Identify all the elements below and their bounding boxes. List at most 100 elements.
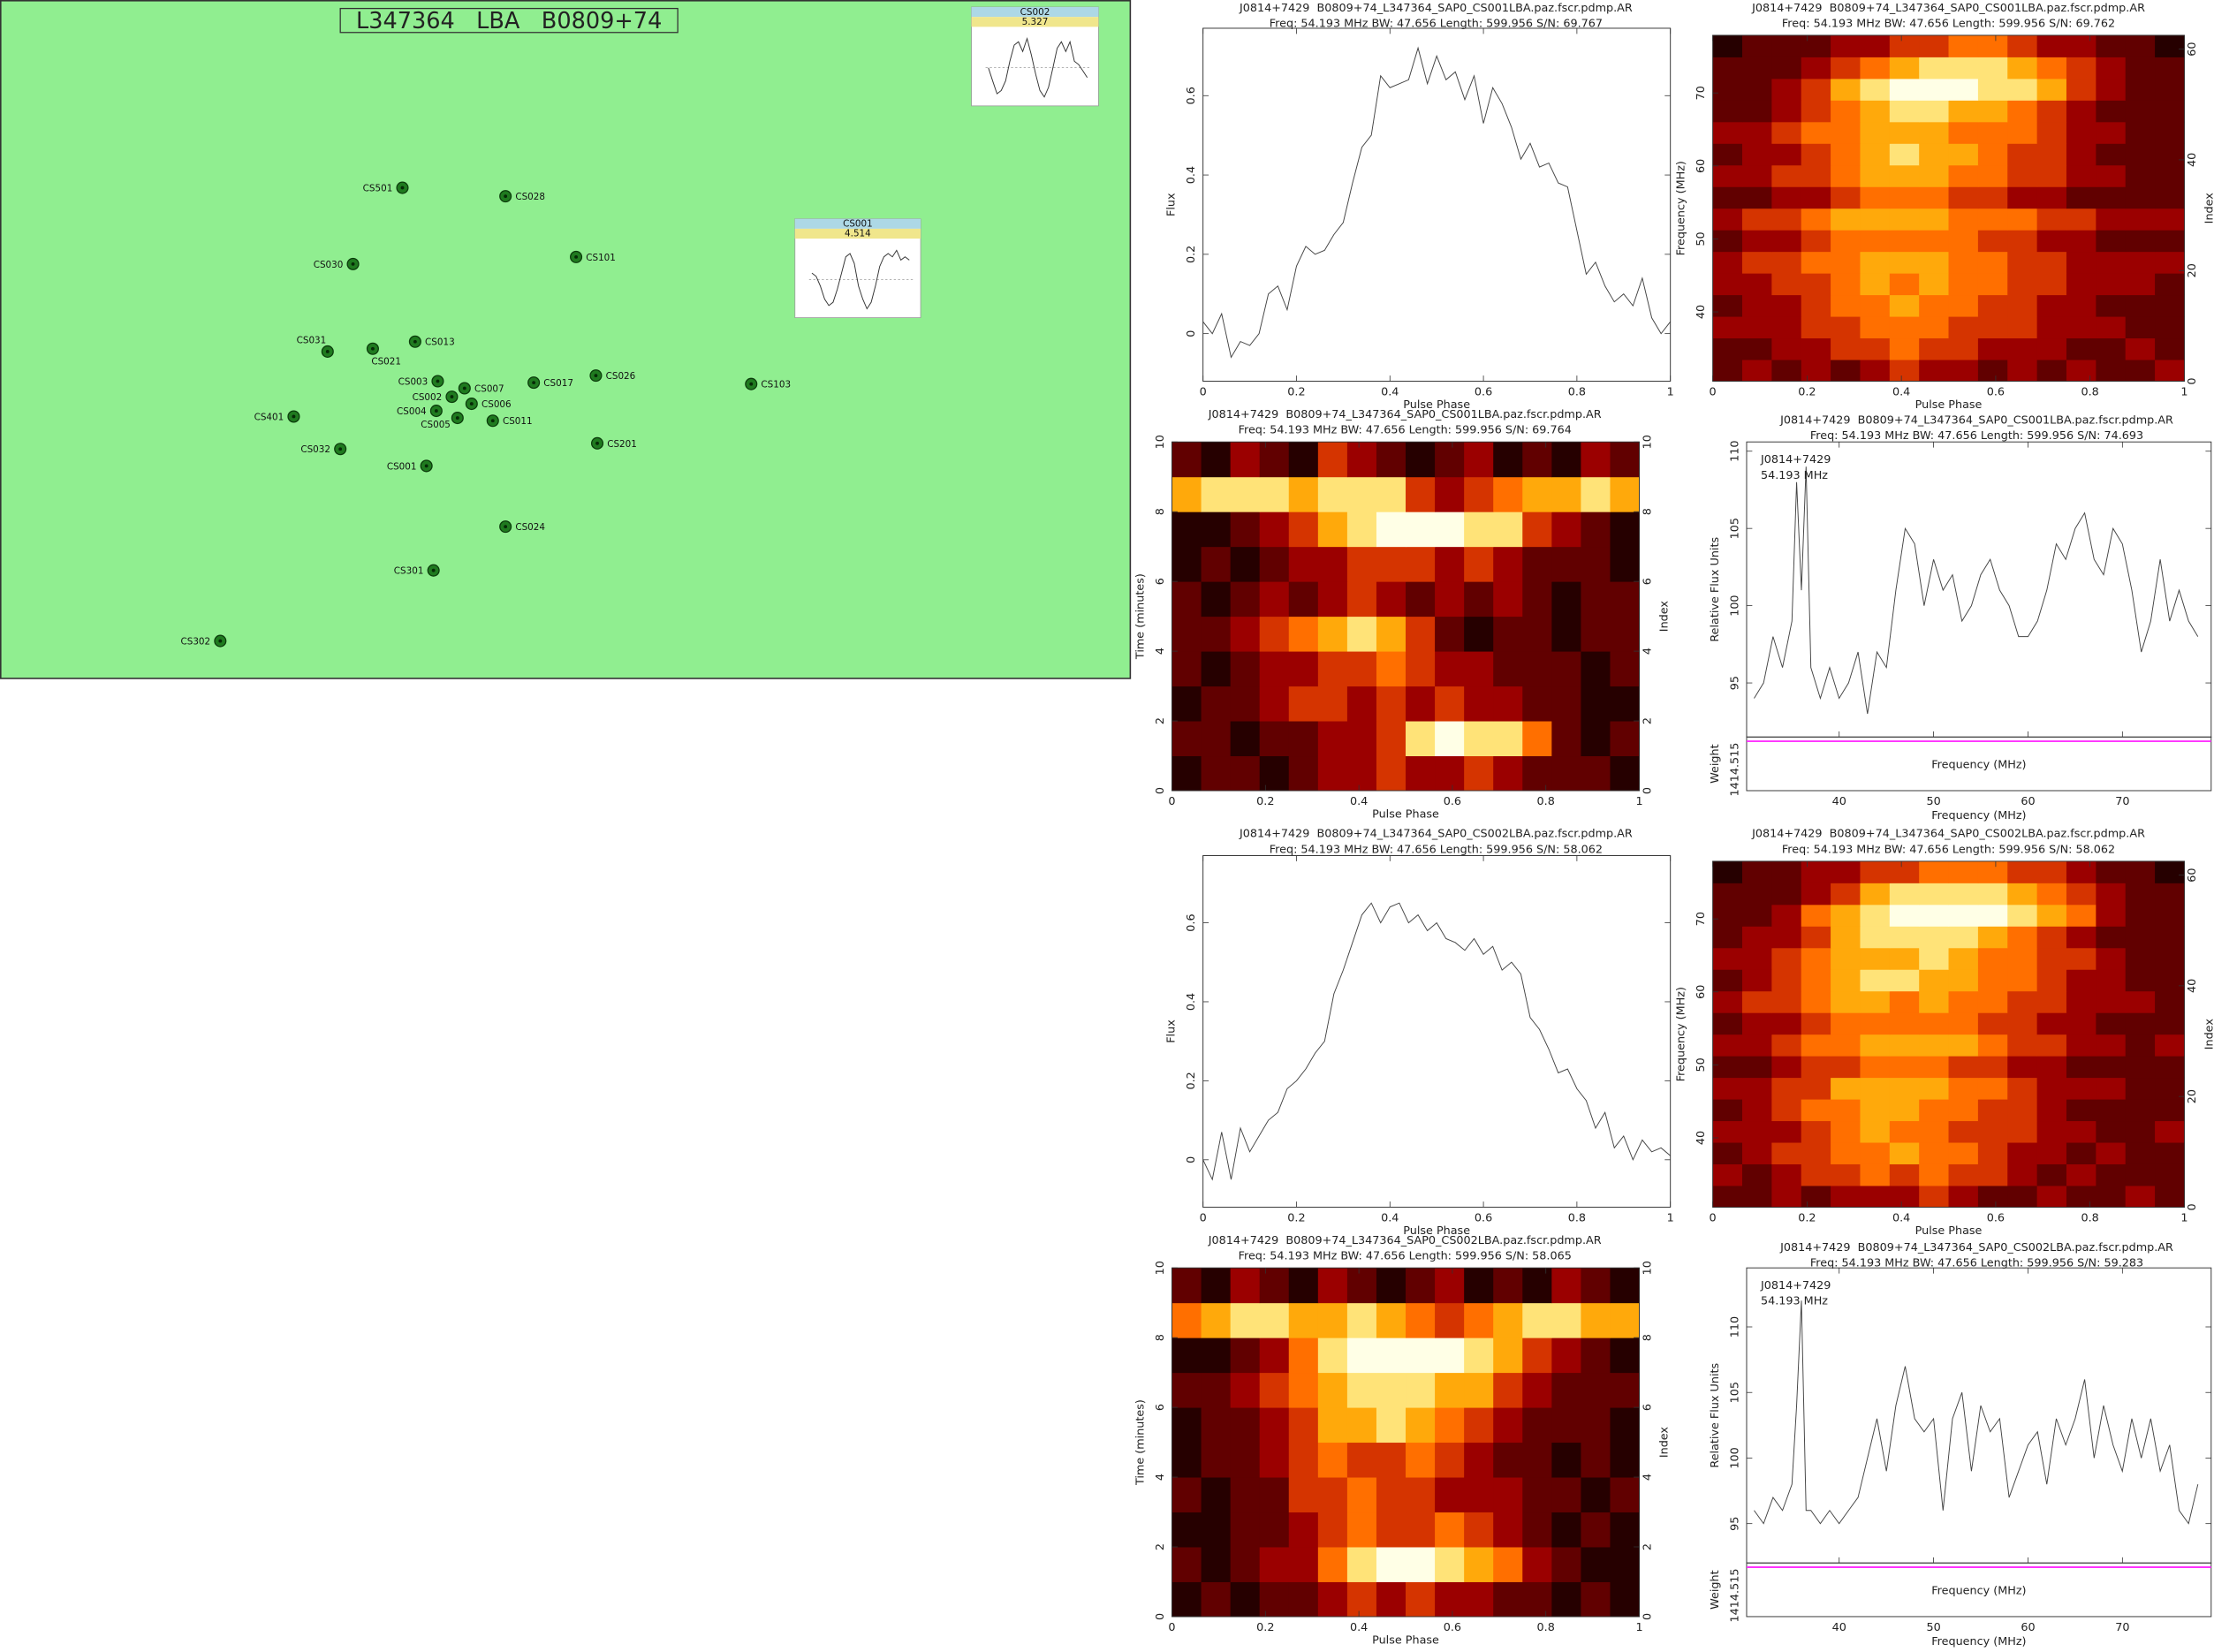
y-tick-label: 2: [1154, 1543, 1167, 1550]
heatmap-cell: [2125, 208, 2156, 231]
inset-value: 4.514: [845, 229, 871, 239]
heatmap-cell: [2155, 990, 2185, 1013]
heatmap-cell: [1860, 1120, 1891, 1143]
heatmap-cell: [1948, 230, 1979, 253]
heatmap-cell: [1259, 755, 1290, 792]
heatmap-cell: [2125, 230, 2156, 253]
heatmap-cell: [1346, 755, 1377, 792]
y-tick-label: 0.4: [1185, 993, 1198, 1011]
heatmap-cell: [1771, 969, 1802, 992]
heatmap-cell: [1610, 1372, 1641, 1408]
y-tick-label: 0.6: [1185, 87, 1198, 104]
heatmap-cell: [1860, 883, 1891, 906]
y2-tick-label: 0: [1641, 787, 1654, 794]
heatmap-cell: [1581, 1407, 1611, 1444]
station-label: CS103: [761, 380, 791, 390]
heatmap-cell: [2125, 1163, 2156, 1186]
heatmap-cell: [1464, 581, 1494, 618]
heatmap-cell: [1201, 616, 1232, 652]
x-tick-label: 0.6: [1475, 385, 1492, 398]
heatmap-cell: [1977, 360, 2008, 382]
heatmap-cell: [1948, 1012, 1979, 1035]
heatmap-cell: [1581, 616, 1611, 652]
heatmap-cell: [1771, 1142, 1802, 1164]
heatmap-cell: [1376, 651, 1406, 687]
heatmap-cell: [1919, 164, 1950, 187]
y2-tick-label: 2: [1641, 1543, 1654, 1550]
y2-tick-label: 6: [1641, 1404, 1654, 1411]
plot-title: J0814+7429 B0809+74_L347364_SAP0_CS002LB…: [1751, 828, 2145, 841]
heatmap-cell: [1948, 121, 1979, 144]
heatmap-cell: [2125, 860, 2156, 883]
heatmap-cell: [1581, 1581, 1611, 1618]
plot-subtitle: Freq: 54.193 MHz BW: 47.656 Length: 599.…: [1270, 843, 1603, 856]
heatmap-cell: [1860, 1034, 1891, 1057]
heatmap-cell: [1889, 78, 1920, 101]
heatmap-cell: [2096, 164, 2127, 187]
heatmap-cell: [1831, 969, 1861, 992]
heatmap-cell: [1493, 512, 1523, 548]
heatmap-cell: [1831, 990, 1861, 1013]
heatmap-cell: [1522, 686, 1552, 722]
heatmap-cell: [1610, 1268, 1641, 1304]
heatmap-cell: [2036, 100, 2067, 123]
station-label: CS028: [515, 192, 545, 202]
y2-axis-label: Index: [2203, 193, 2214, 224]
heatmap-cell: [1317, 442, 1348, 478]
x-tick-label: 50: [1926, 795, 1940, 808]
heatmap-cell: [1435, 1477, 1465, 1513]
heatmap-cell: [1581, 581, 1611, 618]
heatmap-cell: [1860, 926, 1891, 949]
heatmap-cell: [2007, 251, 2038, 274]
heatmap-cell: [2007, 1034, 2038, 1057]
y-tick-label: 0: [1154, 1613, 1167, 1620]
heatmap-cell: [1771, 294, 1802, 317]
heatmap-cell: [1712, 1142, 1743, 1164]
heatmap-cell: [1831, 186, 1861, 209]
heatmap-cell: [1522, 1372, 1552, 1408]
y2-axis-label: Index: [1657, 1427, 1671, 1459]
heatmap-cell: [1771, 1099, 1802, 1122]
y-axis-label: Time (minutes): [1134, 573, 1148, 660]
heatmap-cell: [1435, 651, 1465, 687]
heatmap-cell: [1201, 651, 1232, 687]
heatmap-cell: [1551, 721, 1581, 757]
heatmap-cell: [2155, 208, 2185, 231]
heatmap-cell: [1522, 1302, 1552, 1338]
heatmap-cell: [1376, 686, 1406, 722]
heatmap-cell: [2007, 947, 2038, 970]
heatmap-cell: [1581, 1477, 1611, 1513]
station-center: [434, 409, 438, 413]
y-tick-label: 0.2: [1185, 1072, 1198, 1089]
heatmap-cell: [2125, 164, 2156, 187]
heatmap-cell: [1464, 721, 1494, 757]
heatmap-cell: [1977, 1077, 2008, 1100]
heatmap-cell: [1977, 186, 2008, 209]
heatmap-cell: [2125, 143, 2156, 166]
heatmap-cell: [1948, 57, 1979, 80]
heatmap-cell: [1831, 230, 1861, 253]
heatmap-cell: [2096, 143, 2127, 166]
heatmap-cell: [1201, 1512, 1232, 1548]
heatmap-cell: [1610, 1338, 1641, 1374]
x-axis-label: Frequency (MHz): [1931, 809, 2026, 822]
heatmap-cell: [1801, 1012, 1831, 1035]
x-tick-label: 0: [1710, 1211, 1717, 1224]
heatmap-cell: [2125, 1120, 2156, 1143]
heatmap-cell: [1464, 1407, 1494, 1444]
heatmap-cell: [1919, 969, 1950, 992]
x-tick-label: 0.4: [1892, 385, 1910, 398]
map-title: L347364 LBA B0809+74: [356, 8, 662, 34]
heatmap-cell: [1259, 1268, 1290, 1304]
heatmap-cell: [1522, 721, 1552, 757]
heatmap-cell: [1464, 476, 1494, 512]
heatmap-cell: [1171, 1372, 1202, 1408]
heatmap-cell: [1889, 1034, 1920, 1057]
heatmap-cell: [1801, 337, 1831, 360]
x-tick-label: 0: [1200, 1211, 1207, 1224]
heatmap-cell: [1317, 651, 1348, 687]
heatmap-cell: [1919, 860, 1950, 883]
heatmap-cell: [1493, 581, 1523, 618]
heatmap-cell: [1889, 100, 1920, 123]
heatmap-cell: [1259, 1512, 1290, 1548]
